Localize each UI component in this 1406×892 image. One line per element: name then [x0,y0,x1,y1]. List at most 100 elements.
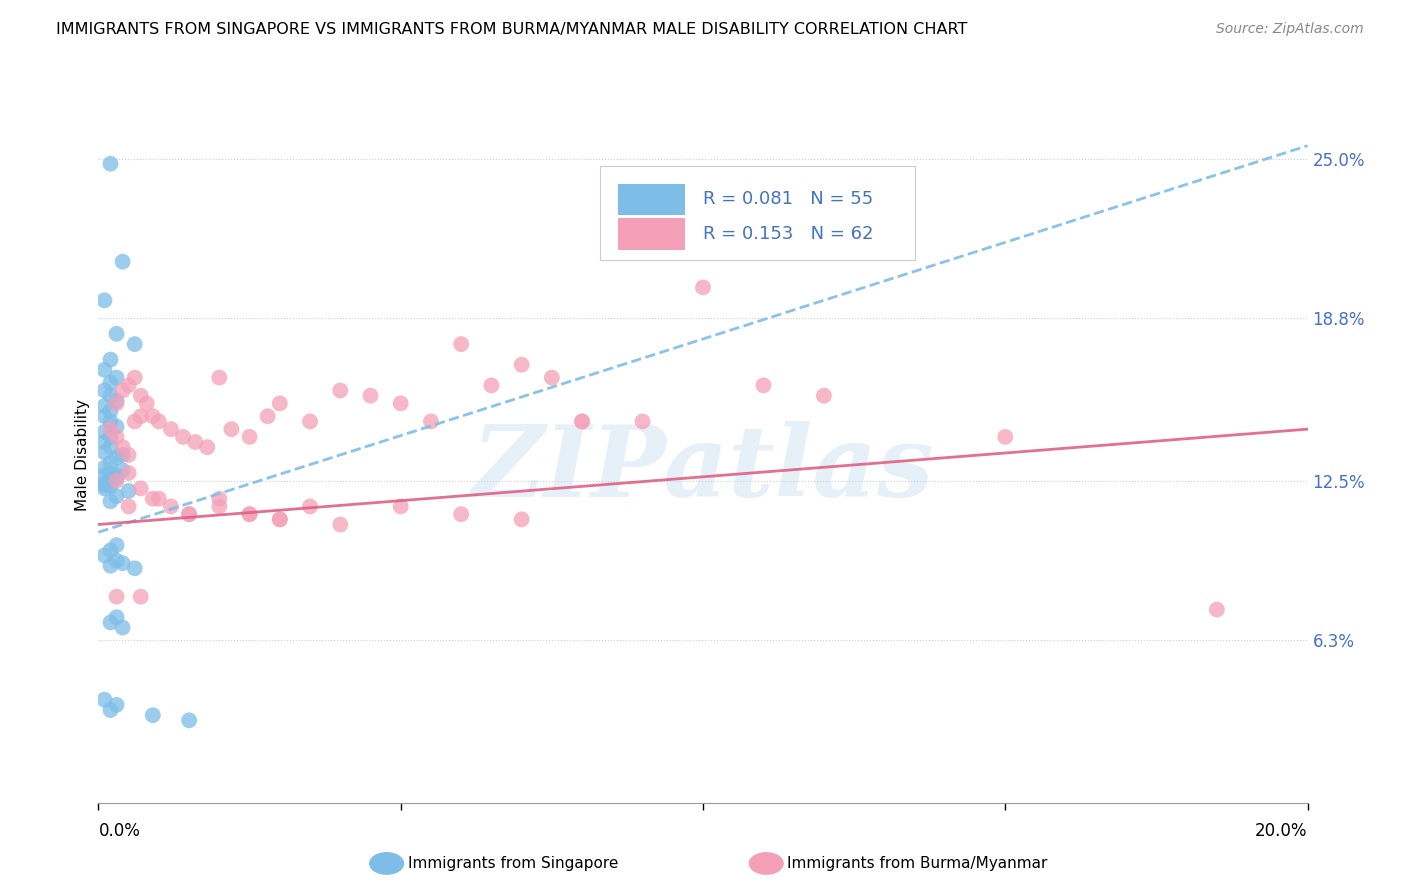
Point [93,435,115,450]
Point [105,610,128,624]
Point [239,430,262,444]
Point [481,378,503,392]
Point [100,479,122,493]
Point [208,370,231,384]
Point [100,558,122,573]
Point [111,448,134,462]
Point [93,692,115,706]
Point [571,414,593,428]
Point [221,422,243,436]
Point [93,445,115,459]
Point [93,399,115,413]
Point [100,474,122,488]
Point [105,471,128,485]
Point [100,422,122,436]
Point [100,389,122,403]
Point [994,430,1017,444]
Point [142,491,165,506]
Y-axis label: Male Disability: Male Disability [75,399,90,511]
Point [100,430,122,444]
Point [135,396,157,410]
Point [510,358,533,372]
Point [329,384,352,398]
Point [329,517,352,532]
Point [93,479,115,493]
Point [100,376,122,390]
Point [208,500,231,514]
Point [111,440,134,454]
Text: Immigrants from Burma/Myanmar: Immigrants from Burma/Myanmar [787,856,1047,871]
Point [129,590,152,604]
Point [124,414,146,428]
Text: R = 0.081   N = 55: R = 0.081 N = 55 [703,190,873,208]
Point [129,482,152,496]
Point [142,409,165,424]
Point [184,435,207,450]
Point [450,507,472,521]
Point [111,463,134,477]
Point [93,549,115,563]
Point [93,476,115,491]
Point [389,500,412,514]
Point [813,389,835,403]
Point [93,482,115,496]
Point [100,543,122,558]
Point [100,414,122,428]
Point [93,293,115,308]
Point [105,474,128,488]
Point [93,425,115,439]
Point [179,507,201,521]
Point [105,468,128,483]
Point [100,474,122,488]
Point [118,466,141,480]
Point [510,512,533,526]
Point [124,370,146,384]
Point [118,378,141,392]
Point [299,414,322,428]
Point [118,483,141,498]
Point [93,460,115,475]
Point [111,254,134,268]
Text: R = 0.153   N = 62: R = 0.153 N = 62 [703,225,873,243]
Point [1206,602,1229,616]
Point [450,337,472,351]
Point [160,500,183,514]
Point [105,326,128,341]
Point [105,698,128,712]
Point [93,468,115,483]
Point [571,414,593,428]
Text: ZIPatlas: ZIPatlas [472,421,934,517]
Point [269,512,291,526]
Point [105,538,128,552]
Point [124,337,146,351]
Point [105,419,128,434]
Text: Source: ZipAtlas.com: Source: ZipAtlas.com [1216,22,1364,37]
Point [105,590,128,604]
Point [93,384,115,398]
Point [100,157,122,171]
Point [118,448,141,462]
Point [111,384,134,398]
Point [160,422,183,436]
Point [129,389,152,403]
Point [692,280,714,294]
Point [105,450,128,465]
Point [100,456,122,470]
Point [118,500,141,514]
Point [148,491,170,506]
Point [256,409,278,424]
Point [752,378,775,392]
Point [111,556,134,570]
Text: IMMIGRANTS FROM SINGAPORE VS IMMIGRANTS FROM BURMA/MYANMAR MALE DISABILITY CORRE: IMMIGRANTS FROM SINGAPORE VS IMMIGRANTS … [56,22,967,37]
Point [129,409,152,424]
Point [269,396,291,410]
Point [208,491,231,506]
Point [93,363,115,377]
FancyBboxPatch shape [619,184,685,215]
Point [239,507,262,521]
Point [105,489,128,503]
Point [100,352,122,367]
Point [420,414,443,428]
Point [105,396,128,410]
Point [105,430,128,444]
